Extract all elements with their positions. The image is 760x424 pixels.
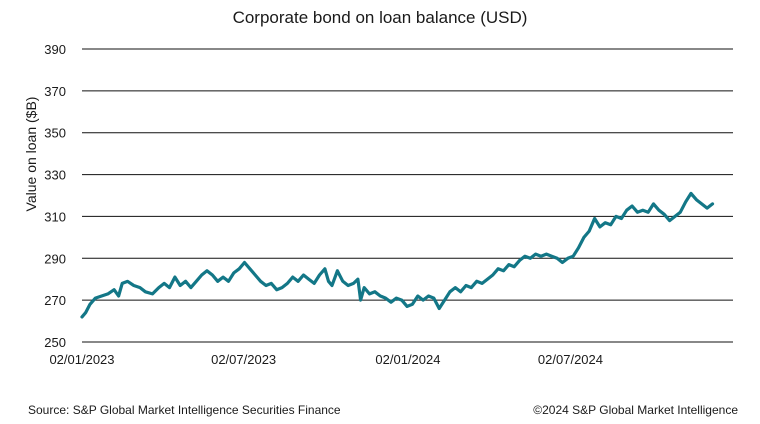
- copyright-note: ©2024 S&P Global Market Intelligence: [533, 403, 738, 417]
- y-tick-label: 330: [44, 168, 66, 183]
- y-tick-label: 390: [44, 42, 66, 57]
- x-tick-label: 02/07/2023: [211, 352, 276, 367]
- x-tick-label: 02/07/2024: [538, 352, 603, 367]
- y-tick-label: 290: [44, 251, 66, 266]
- chart-title: Corporate bond on loan balance (USD): [232, 8, 528, 27]
- y-tick-label: 370: [44, 84, 66, 99]
- y-tick-label: 310: [44, 209, 66, 224]
- y-tick-label: 250: [44, 335, 66, 350]
- x-tick-label: 02/01/2023: [49, 352, 114, 367]
- x-tick-label: 02/01/2024: [375, 352, 440, 367]
- y-tick-label: 270: [44, 293, 66, 308]
- source-note: Source: S&P Global Market Intelligence S…: [28, 403, 341, 417]
- y-axis-label: Value on loan ($B): [23, 97, 39, 212]
- series-line: [80, 191, 715, 319]
- y-tick-label: 350: [44, 126, 66, 141]
